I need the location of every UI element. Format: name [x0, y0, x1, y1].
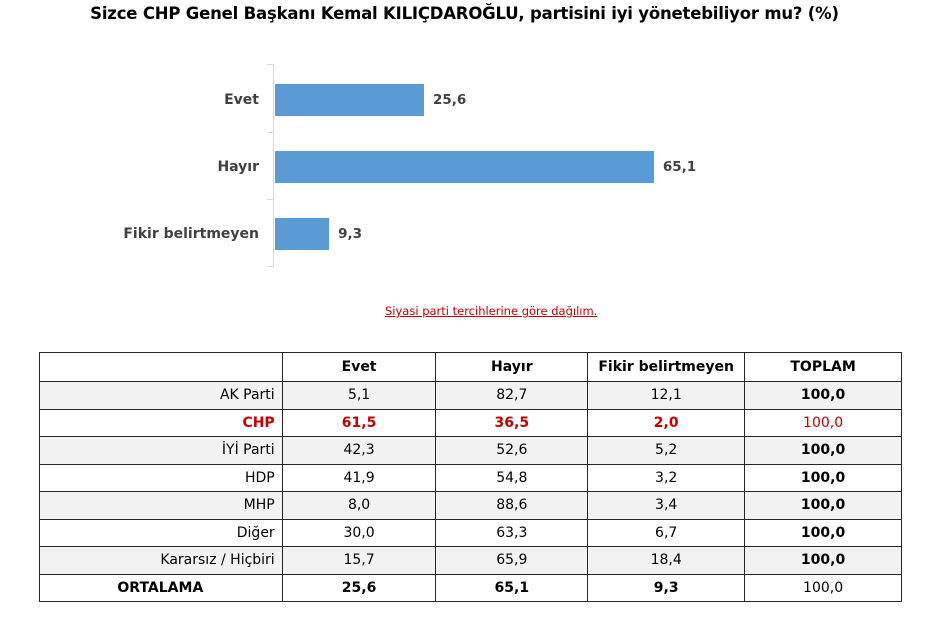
- header-evet: Evet: [281, 352, 437, 382]
- bar-value: 65,1: [662, 159, 697, 175]
- bar-row-hayir: Hayır 65,1: [0, 151, 929, 183]
- header-toplam: TOPLAM: [744, 352, 902, 382]
- cell-toplam: 100,0: [744, 463, 902, 492]
- bar-label: Fikir belirtmeyen: [123, 226, 259, 242]
- bar-value: 25,6: [432, 92, 467, 108]
- table-header-row: Evet Hayır Fikir belirtmeyen TOPLAM: [39, 352, 902, 382]
- row-name: CHP: [39, 408, 283, 437]
- cell-toplam: 100,0: [744, 573, 902, 602]
- breakdown-link[interactable]: Siyasi parti tercihlerine göre dağılım.: [385, 304, 598, 318]
- header-hayir: Hayır: [435, 352, 589, 382]
- cell-toplam: 100,0: [744, 518, 902, 547]
- bar-evet: [275, 84, 424, 116]
- row-name: İYİ Parti: [39, 436, 283, 465]
- cell-toplam: 100,0: [744, 408, 902, 437]
- row-name: MHP: [39, 491, 283, 520]
- axis-tick: [267, 132, 273, 133]
- cell-toplam: 100,0: [744, 436, 902, 465]
- table-row: HDP 41,9 54,8 3,2 100,0: [39, 463, 902, 492]
- cell-hayir: 54,8: [435, 463, 589, 492]
- cell-hayir: 82,7: [435, 381, 589, 410]
- table-row-average: ORTALAMA 25,6 65,1 9,3 100,0: [39, 573, 902, 602]
- row-name: Diğer: [39, 518, 283, 547]
- cell-evet: 8,0: [281, 491, 437, 520]
- chart-title: Sizce CHP Genel Başkanı Kemal KILIÇDAROĞ…: [90, 4, 839, 23]
- cell-hayir: 88,6: [435, 491, 589, 520]
- cell-evet: 15,7: [281, 546, 437, 575]
- cell-toplam: 100,0: [744, 491, 902, 520]
- table-row: MHP 8,0 88,6 3,4 100,0: [39, 491, 902, 520]
- bar-value: 9,3: [338, 226, 363, 242]
- header-fikir-belirtmeyen: Fikir belirtmeyen: [587, 352, 746, 382]
- cell-toplam: 100,0: [744, 546, 902, 575]
- cell-evet: 5,1: [281, 381, 437, 410]
- bar-label: Evet: [224, 92, 259, 108]
- axis-tick: [267, 199, 273, 200]
- axis-tick: [267, 266, 273, 267]
- cell-fikir: 2,0: [587, 408, 746, 437]
- table-row-highlight: CHP 61,5 36,5 2,0 100,0: [39, 408, 902, 437]
- cell-toplam: 100,0: [744, 381, 902, 410]
- cell-hayir: 65,9: [435, 546, 589, 575]
- cell-fikir: 12,1: [587, 381, 746, 410]
- cell-evet: 61,5: [281, 408, 437, 437]
- cell-fikir: 9,3: [587, 573, 746, 602]
- cell-evet: 30,0: [281, 518, 437, 547]
- cell-hayir: 63,3: [435, 518, 589, 547]
- row-name: ORTALAMA: [39, 573, 283, 602]
- cell-fikir: 3,4: [587, 491, 746, 520]
- row-name: Kararsız / Hiçbiri: [39, 546, 283, 575]
- cell-fikir: 18,4: [587, 546, 746, 575]
- table-row: Diğer 30,0 63,3 6,7 100,0: [39, 518, 902, 547]
- row-name: AK Parti: [39, 381, 283, 410]
- row-name: HDP: [39, 463, 283, 492]
- bar-row-fikir-belirtmeyen: Fikir belirtmeyen 9,3: [0, 218, 929, 250]
- bar-row-evet: Evet 25,6: [0, 84, 929, 116]
- table-row: Kararsız / Hiçbiri 15,7 65,9 18,4 100,0: [39, 546, 902, 575]
- cell-fikir: 6,7: [587, 518, 746, 547]
- cell-evet: 41,9: [281, 463, 437, 492]
- bar-chart: Evet 25,6 Hayır 65,1 Fikir belirtmeyen 9…: [0, 60, 929, 280]
- cell-fikir: 5,2: [587, 436, 746, 465]
- cell-evet: 25,6: [281, 573, 437, 602]
- bar-label: Hayır: [217, 159, 259, 175]
- axis-tick: [267, 64, 273, 65]
- cell-hayir: 65,1: [435, 573, 589, 602]
- cell-evet: 42,3: [281, 436, 437, 465]
- cell-hayir: 36,5: [435, 408, 589, 437]
- bar-fikir-belirtmeyen: [275, 218, 330, 250]
- cell-fikir: 3,2: [587, 463, 746, 492]
- cell-hayir: 52,6: [435, 436, 589, 465]
- table-row: AK Parti 5,1 82,7 12,1 100,0: [39, 381, 902, 410]
- category-axis: [273, 64, 274, 267]
- bar-hayir: [275, 151, 654, 183]
- table-row: İYİ Parti 42,3 52,6 5,2 100,0: [39, 436, 902, 465]
- header-blank: [39, 352, 283, 382]
- party-breakdown-table: Evet Hayır Fikir belirtmeyen TOPLAM AK P…: [39, 352, 902, 602]
